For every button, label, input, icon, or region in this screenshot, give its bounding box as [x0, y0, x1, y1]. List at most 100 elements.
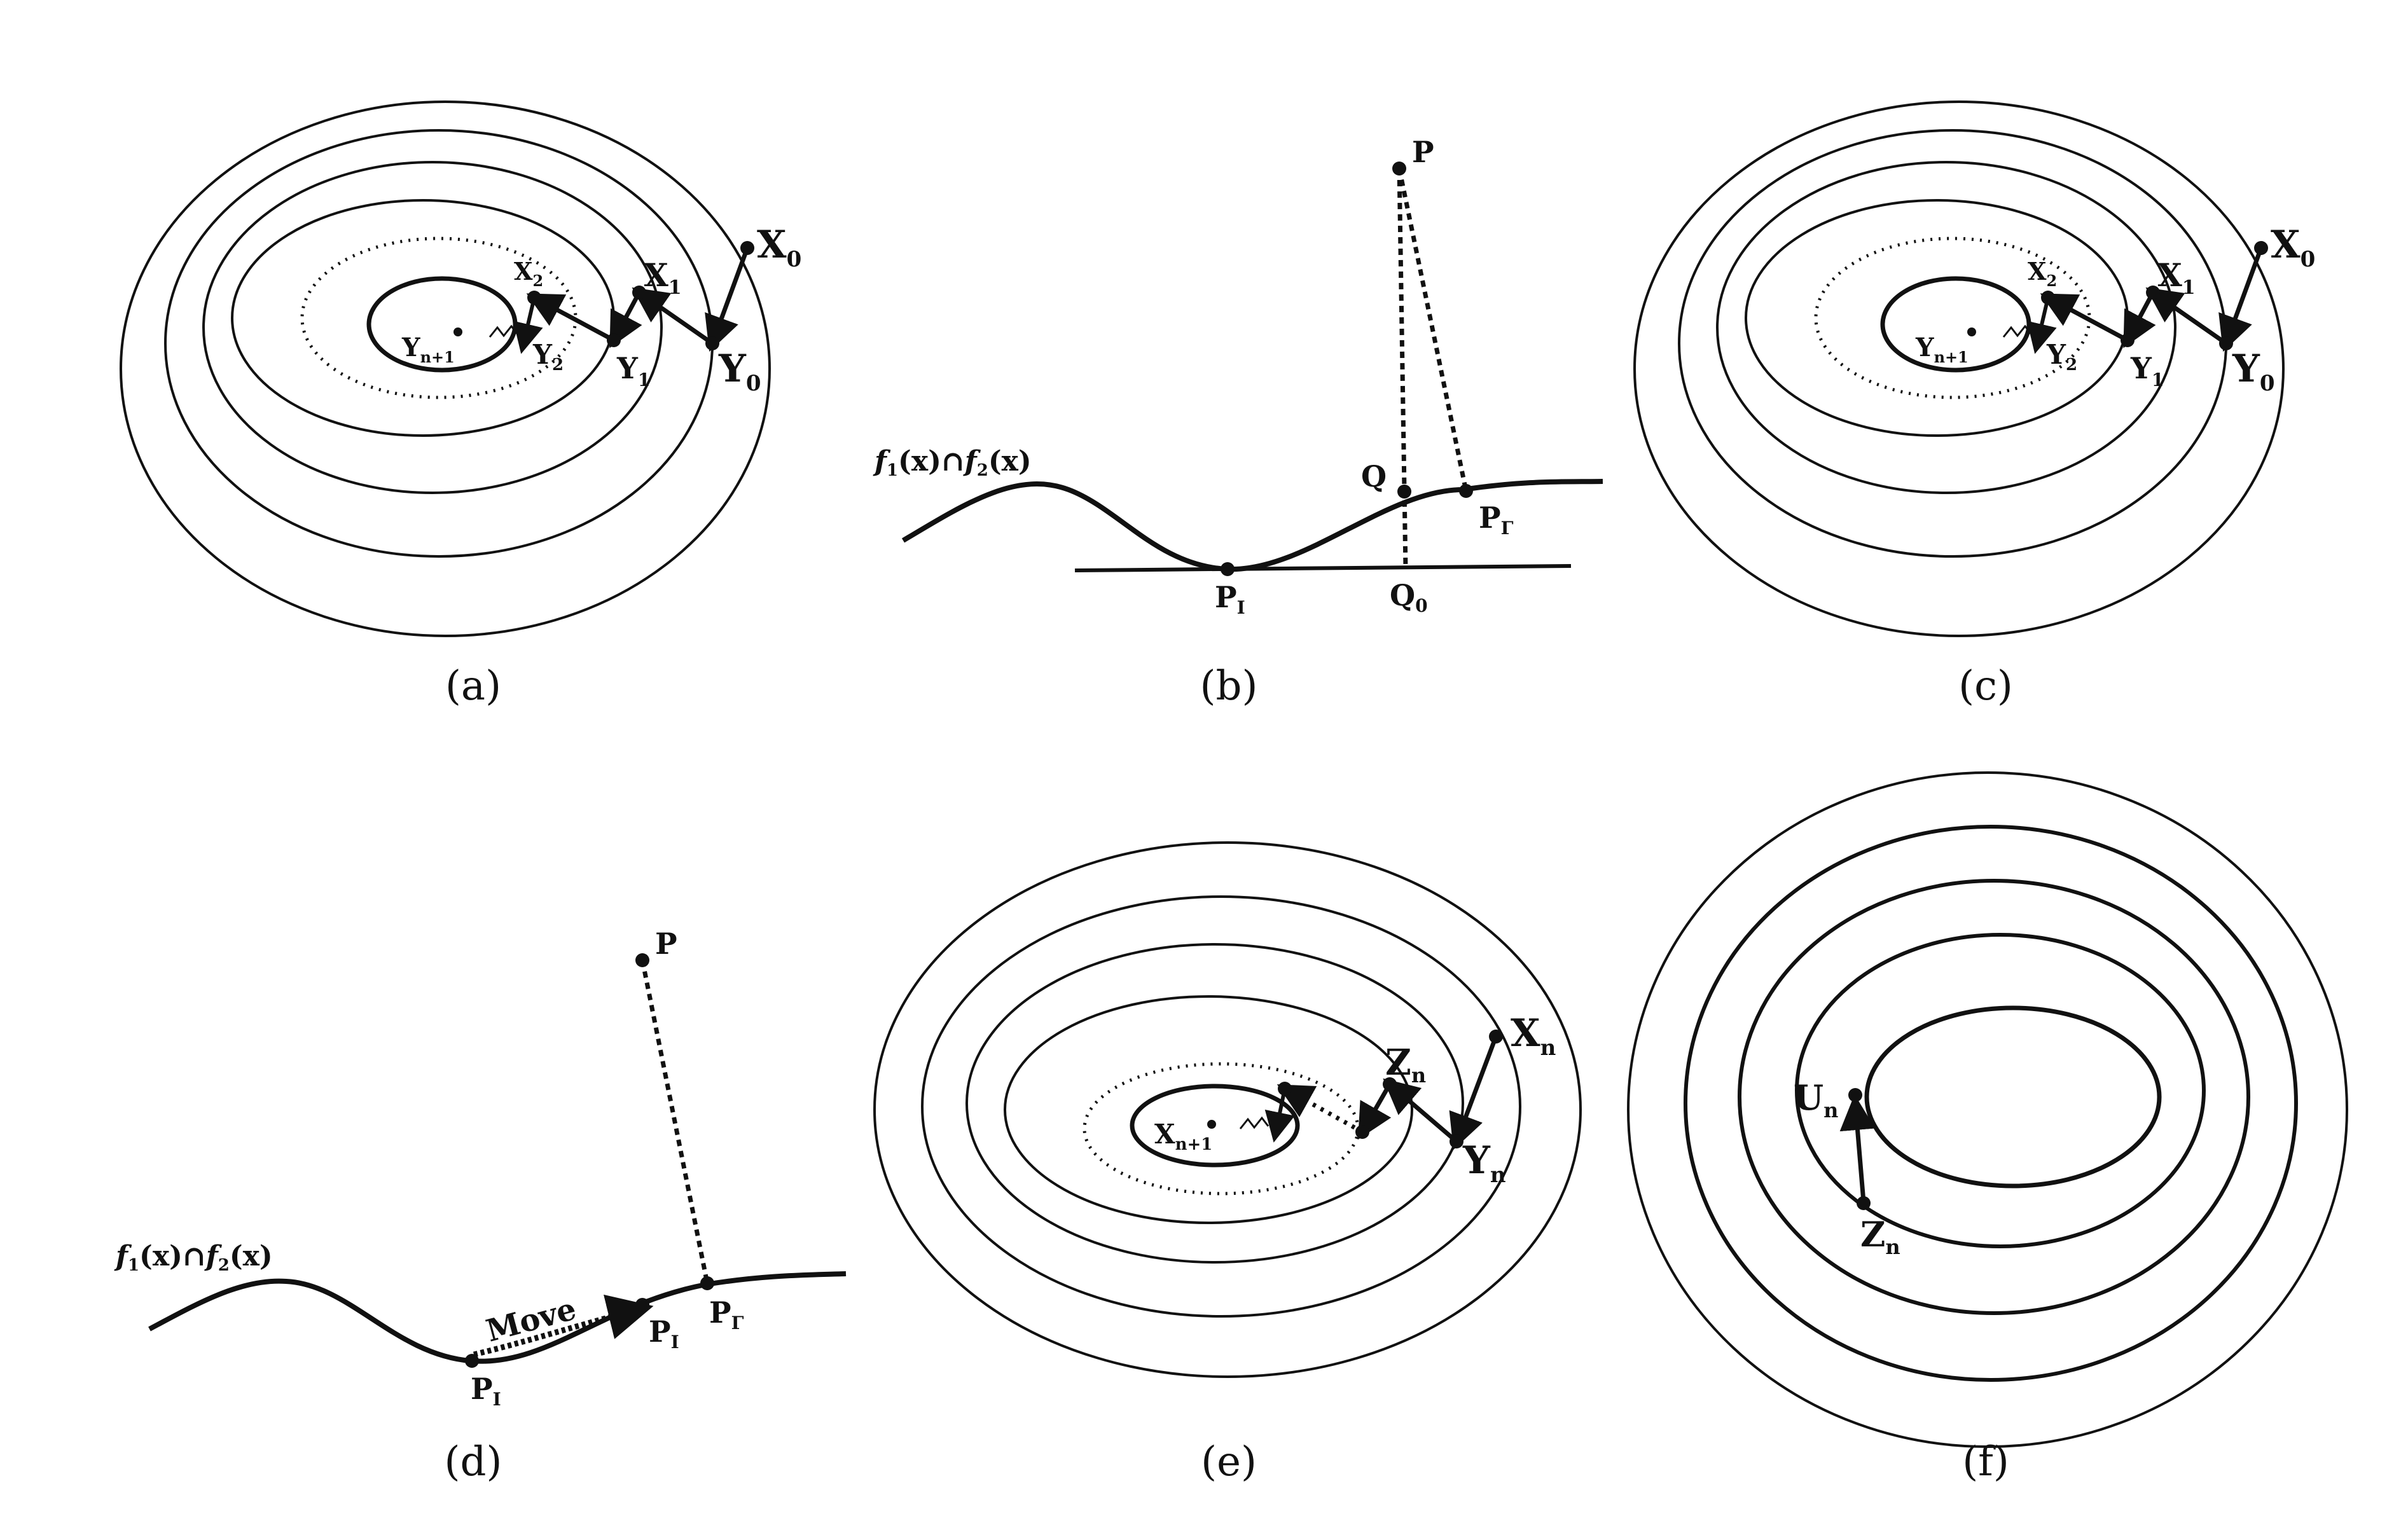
contour-c-4: [1745, 199, 2129, 437]
zigzag-e: [1239, 1116, 1270, 1129]
svg-text:Zn: Zn: [1385, 1042, 1426, 1087]
path-c-x2-y2: [2026, 297, 2057, 354]
svg-text:X1: X1: [644, 256, 682, 299]
label-a-y2: Y: [532, 339, 553, 370]
label-d-p: P: [655, 927, 677, 961]
labels-a: X0 Y0 X1 Y1 X2 Y2 Yn+1: [401, 223, 801, 396]
label-b-q0: Q: [1390, 578, 1415, 612]
label-b-pgamma: P: [1479, 500, 1501, 535]
label-d-pi-moved: P: [649, 1314, 671, 1349]
panel-a: [120, 100, 771, 637]
svg-text:Y0: Y0: [2232, 347, 2275, 396]
label-a-x2: X: [514, 257, 533, 286]
tangent-b: [1074, 564, 1572, 572]
panel-f: [1627, 771, 2348, 1448]
svg-text:Y0: Y0: [718, 347, 761, 396]
contour-f-inner: [1864, 1005, 2162, 1189]
label-f-zn: Z: [1860, 1214, 1885, 1255]
svg-text:Y2: Y2: [532, 339, 564, 375]
contour-c-3: [1716, 161, 2176, 494]
path-e-yn-zn: [1383, 1078, 1458, 1143]
caption-c: (c): [1958, 663, 2013, 710]
svg-text:Xn: Xn: [1511, 1011, 1556, 1061]
label-e-xn: X: [1511, 1011, 1540, 1056]
move-arrow-d: [473, 1294, 654, 1358]
svg-text:Y2: Y2: [2046, 339, 2077, 375]
path-a-x2-y2: [513, 297, 543, 354]
caption-d: (d): [445, 1438, 502, 1485]
svg-text:X0: X0: [2271, 223, 2315, 272]
caption-a: (a): [445, 663, 501, 710]
label-a-y0: Y: [718, 347, 747, 391]
contour-c-1: [1633, 100, 2285, 637]
points-e: [1207, 1030, 1503, 1148]
label-e-zn: Z: [1385, 1042, 1411, 1084]
svg-text:PI: PI: [471, 1372, 501, 1410]
path-f-zn-un: [1839, 1094, 1876, 1202]
contour-e-1: [873, 841, 1582, 1378]
path-a-y1-x2: [526, 293, 615, 343]
svg-text:Yn+1: Yn+1: [401, 333, 455, 366]
points-f: [1848, 1088, 1871, 1210]
svg-text:Y1: Y1: [616, 351, 650, 390]
label-a-x0: X: [757, 223, 787, 267]
label-c-yn1: Y: [1915, 333, 1934, 362]
svg-text:Yn+1: Yn+1: [1915, 333, 1969, 366]
contour-a-1: [120, 100, 771, 637]
label-e-yn: Y: [1462, 1138, 1491, 1183]
panel-e: [873, 841, 1582, 1378]
svg-text:Xn+1: Xn+1: [1154, 1119, 1212, 1154]
contour-e-3: [965, 943, 1464, 1264]
contour-f-4: [1795, 933, 2206, 1248]
labels-e: Xn Yn Zn Xn+1: [1154, 1011, 1556, 1188]
labels-d: P PΓ PI PI Move f1(x)∩f2(x): [114, 927, 744, 1410]
panel-c: [1633, 100, 2285, 637]
svg-text:X0: X0: [757, 223, 801, 272]
contour-e-inner: [1130, 1084, 1300, 1168]
zigzag-c: [2002, 324, 2033, 338]
label-c-x2: X: [2028, 257, 2047, 286]
svg-text:Y1: Y1: [2130, 351, 2164, 390]
dash-d-p-pg: [640, 960, 710, 1284]
panel-d: [148, 960, 847, 1364]
svg-text:X2: X2: [2028, 257, 2057, 290]
label-d-pgamma: P: [709, 1295, 731, 1330]
path-e-xn-yn: [1449, 1035, 1498, 1150]
label-d-pi: P: [471, 1372, 493, 1406]
path-a-x0-y0: [705, 247, 750, 352]
path-c-y0-x1: [2145, 287, 2227, 345]
label-c-x1: X: [2157, 256, 2182, 294]
contour-f-2: [1684, 825, 2298, 1382]
svg-text:PΓ: PΓ: [1479, 500, 1514, 539]
label-b-intersection: f1(x)∩f2(x): [873, 445, 1032, 480]
dash-b-p-pg: [1397, 168, 1469, 492]
svg-text:X1: X1: [2157, 256, 2196, 299]
path-c-x0-y0: [2218, 247, 2264, 352]
contour-a-4: [231, 199, 615, 437]
label-f-un: U: [1794, 1077, 1823, 1118]
svg-text:PI: PI: [1215, 580, 1245, 618]
label-d-intersection: f1(x)∩f2(x): [114, 1240, 273, 1275]
svg-text:PΓ: PΓ: [709, 1295, 744, 1333]
points-a: [453, 241, 754, 350]
label-b-pi: P: [1215, 580, 1237, 614]
caption-b: (b): [1200, 663, 1258, 710]
path-a-y0-x1: [632, 287, 714, 345]
points-b: [1221, 162, 1473, 576]
contour-f-3: [1738, 879, 2250, 1315]
label-b-q: Q: [1361, 459, 1387, 493]
path-a-x1-y1: [609, 291, 642, 348]
path-e-drop: [1264, 1088, 1295, 1143]
label-a-y1: Y: [616, 351, 639, 385]
contour-a-3: [202, 161, 663, 494]
label-e-xn1: X: [1154, 1119, 1175, 1150]
svg-text:Un: Un: [1794, 1077, 1838, 1122]
contour-f-1: [1627, 771, 2348, 1448]
contour-e-2: [921, 895, 1521, 1318]
label-c-y0: Y: [2232, 347, 2260, 391]
contour-a-dotted: [300, 237, 578, 399]
svg-text:Zn: Zn: [1860, 1214, 1900, 1259]
caption-e: (e): [1201, 1438, 1257, 1485]
label-c-y1: Y: [2130, 351, 2152, 385]
